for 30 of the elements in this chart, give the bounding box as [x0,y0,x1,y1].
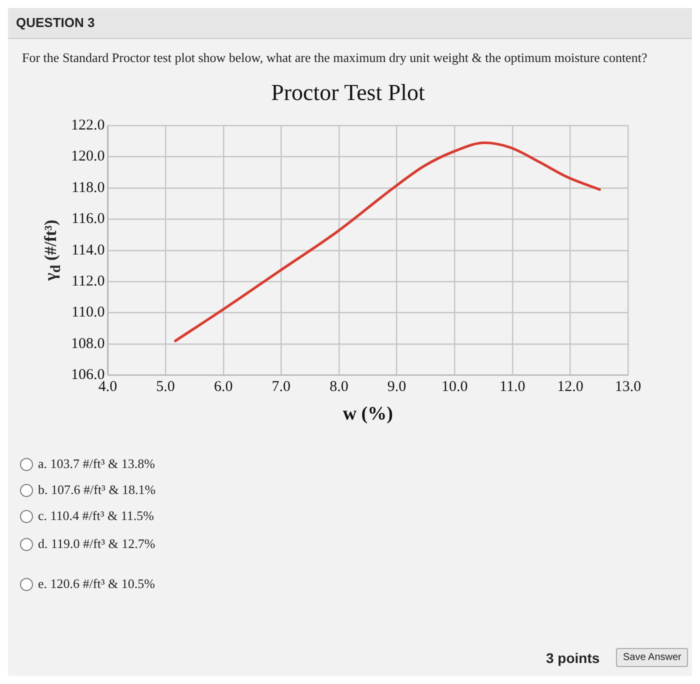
x-tick-label: 12.0 [557,379,584,396]
x-tick-label: 11.0 [500,379,526,396]
text: QUESTION 3 [16,15,95,30]
x-tick-label: 8.0 [330,379,348,396]
y-tick-label: 120.0 [71,148,105,165]
text: b. 107.6 #/ft³ & 18.1% [38,482,156,498]
text: d. 119.0 #/ft³ & 12.7% [38,536,156,552]
x-tick-label: 5.0 [156,379,175,396]
button: Save Answer [616,648,688,667]
chart-title: Proctor Test Plot [271,80,426,105]
y-tick-label: 110.0 [72,304,105,321]
line-series [174,141,601,342]
y-tick-label: 116.0 [72,211,105,228]
x-axis-title: w (%) [342,404,393,425]
text: e. 120.6 #/ft³ & 10.5% [38,576,155,592]
x-tick-label: 4.0 [98,379,118,396]
x-tick-label: 6.0 [214,379,233,396]
x-tick-label: 9.0 [387,379,406,396]
y-tick-label: 122.0 [71,118,105,134]
text: For the Standard Proctor test plot show below, what are the maximum dry unit weight & the optimum moisture content? [22,50,648,66]
text: a. 103.7 #/ft³ & 13.8% [38,456,155,472]
x-tick-label: 10.0 [441,379,468,396]
text: 3 points [546,650,600,666]
y-tick-label: 114.0 [72,242,105,258]
y-tick-label: 108.0 [71,336,105,352]
y-tick-label: 112.0 [72,274,105,290]
text: c. 110.4 #/ft³ & 11.5% [38,508,154,524]
x-tick-label: 7.0 [272,379,291,396]
y-tick-label: 118.0 [72,180,105,196]
x-tick-label: 13.0 [614,379,642,396]
